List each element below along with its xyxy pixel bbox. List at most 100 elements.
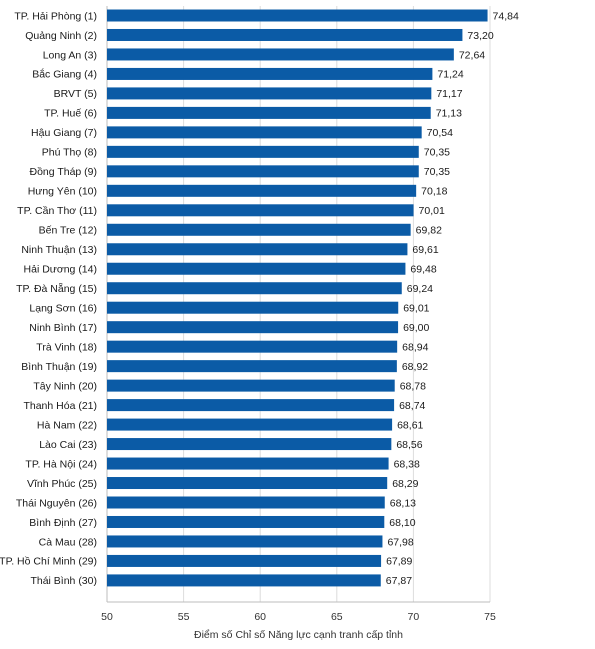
category-label: BRVT (5) bbox=[54, 88, 97, 100]
x-tick-label: 60 bbox=[254, 611, 266, 623]
bar bbox=[107, 574, 381, 587]
value-label: 68,92 bbox=[402, 361, 428, 373]
category-label: Trà Vinh (18) bbox=[36, 341, 97, 353]
category-label: TP. Cần Thơ (11) bbox=[17, 205, 97, 217]
category-label: Thanh Hóa (21) bbox=[23, 400, 97, 412]
bar bbox=[107, 379, 395, 392]
x-tick-labels: 50 55 60 65 70 75 bbox=[101, 611, 496, 623]
bars bbox=[107, 9, 488, 587]
bar bbox=[107, 515, 385, 528]
category-label: Tây Ninh (20) bbox=[33, 380, 97, 392]
bar bbox=[107, 223, 411, 236]
value-label: 73,20 bbox=[467, 30, 493, 42]
bar bbox=[107, 106, 431, 119]
category-label: Hải Dương (14) bbox=[24, 264, 97, 276]
category-label: Thái Bình (30) bbox=[30, 575, 97, 587]
category-label: Đồng Tháp (9) bbox=[29, 166, 97, 178]
value-label: 69,82 bbox=[416, 225, 442, 237]
bar bbox=[107, 184, 417, 197]
bar bbox=[107, 28, 463, 41]
value-label: 68,94 bbox=[402, 341, 428, 353]
category-label: Ninh Thuận (13) bbox=[21, 244, 97, 256]
category-label: Hà Nam (22) bbox=[37, 419, 97, 431]
bar bbox=[107, 301, 399, 314]
bar bbox=[107, 67, 433, 80]
x-tick-label: 75 bbox=[484, 611, 496, 623]
value-label: 68,10 bbox=[389, 517, 415, 529]
category-label: Ninh Bình (17) bbox=[29, 322, 97, 334]
bar bbox=[107, 477, 388, 490]
bar bbox=[107, 438, 392, 451]
category-label: TP. Đà Nẵng (15) bbox=[16, 282, 97, 295]
value-label: 69,24 bbox=[407, 283, 433, 295]
value-label: 69,01 bbox=[403, 303, 429, 315]
category-label: Cà Mau (28) bbox=[39, 536, 97, 548]
value-label: 72,64 bbox=[459, 49, 485, 61]
value-label: 70,54 bbox=[427, 127, 453, 139]
x-tick-label: 55 bbox=[178, 611, 190, 623]
value-label: 67,89 bbox=[386, 556, 412, 568]
bar bbox=[107, 496, 385, 509]
category-label: Lào Cai (23) bbox=[39, 439, 97, 451]
bar bbox=[107, 282, 402, 295]
value-label: 68,61 bbox=[397, 419, 423, 431]
value-label: 70,01 bbox=[419, 205, 445, 217]
category-label: Lạng Sơn (16) bbox=[29, 303, 97, 315]
bar bbox=[107, 145, 419, 158]
value-label: 70,35 bbox=[424, 147, 450, 159]
bar bbox=[107, 262, 406, 275]
x-tick-label: 65 bbox=[331, 611, 343, 623]
value-label: 71,24 bbox=[437, 69, 463, 81]
category-label: Hậu Giang (7) bbox=[31, 127, 97, 139]
value-label: 69,48 bbox=[410, 264, 436, 276]
value-label: 67,87 bbox=[386, 575, 412, 587]
category-label: Phú Thọ (8) bbox=[42, 147, 97, 159]
category-label: Thái Nguyên (26) bbox=[16, 497, 97, 509]
bar bbox=[107, 9, 488, 22]
bar bbox=[107, 48, 454, 61]
bar bbox=[107, 340, 398, 353]
value-label: 68,29 bbox=[392, 478, 418, 490]
value-label: 68,78 bbox=[400, 380, 426, 392]
x-axis-title: Điểm số Chỉ số Năng lực cạnh tranh cấp t… bbox=[194, 629, 403, 641]
category-labels: TP. Hải Phòng (1) Quảng Ninh (2) Long An (… bbox=[0, 10, 97, 587]
bar bbox=[107, 126, 422, 139]
category-label: Quảng Ninh (2) bbox=[25, 30, 97, 42]
value-label: 68,56 bbox=[396, 439, 422, 451]
bar bbox=[107, 204, 414, 217]
category-label: TP. Hải Phòng (1) bbox=[14, 10, 97, 22]
category-label: TP. Huế (6) bbox=[44, 108, 97, 120]
bar bbox=[107, 457, 389, 470]
value-label: 69,00 bbox=[403, 322, 429, 334]
category-label: Bình Định (27) bbox=[29, 517, 97, 529]
value-label: 68,74 bbox=[399, 400, 425, 412]
bar bbox=[107, 418, 393, 431]
value-label: 69,61 bbox=[412, 244, 438, 256]
value-label: 68,38 bbox=[394, 458, 420, 470]
value-label: 68,13 bbox=[390, 497, 416, 509]
category-label: Bến Tre (12) bbox=[39, 225, 97, 237]
bar bbox=[107, 165, 419, 178]
category-label: Hưng Yên (10) bbox=[28, 186, 97, 198]
x-tick-label: 70 bbox=[408, 611, 420, 623]
bar bbox=[107, 321, 399, 334]
value-label: 70,35 bbox=[424, 166, 450, 178]
category-label: Vĩnh Phúc (25) bbox=[27, 478, 97, 490]
category-label: TP. Hà Nội (24) bbox=[25, 458, 97, 470]
value-label: 67,98 bbox=[387, 536, 413, 548]
bar bbox=[107, 399, 395, 412]
value-label: 71,17 bbox=[436, 88, 462, 100]
value-label: 71,13 bbox=[436, 108, 462, 120]
bar bbox=[107, 360, 397, 373]
category-label: Bắc Giang (4) bbox=[32, 68, 97, 81]
value-label: 70,18 bbox=[421, 186, 447, 198]
category-label: Long An (3) bbox=[43, 49, 97, 61]
x-tick-label: 50 bbox=[101, 611, 113, 623]
value-label: 74,84 bbox=[493, 10, 519, 22]
bar bbox=[107, 87, 432, 100]
category-label: Bình Thuận (19) bbox=[21, 361, 97, 373]
bar bbox=[107, 554, 382, 567]
bar bbox=[107, 535, 383, 548]
